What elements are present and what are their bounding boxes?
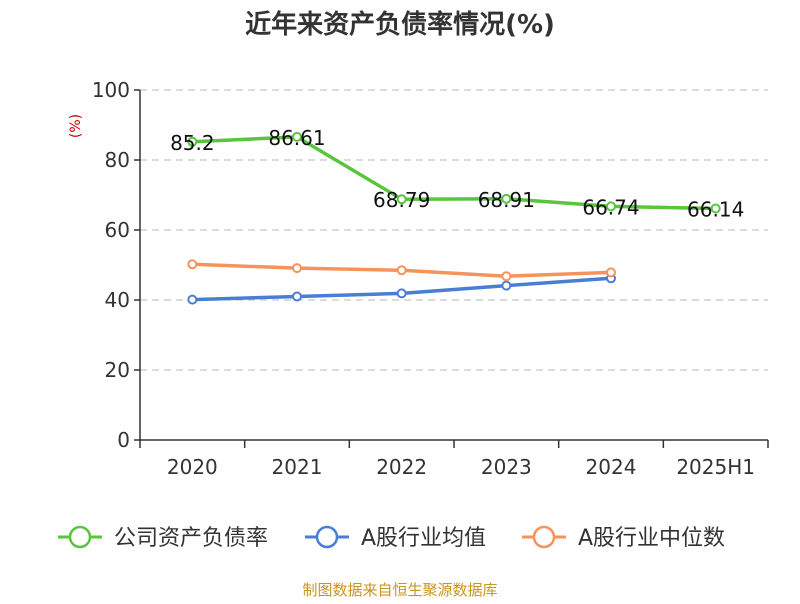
x-tick-label: 2023 xyxy=(481,455,532,479)
y-tick-label: 20 xyxy=(105,358,130,382)
data-label: 66.14 xyxy=(687,198,744,222)
series-lines xyxy=(187,131,721,305)
data-point xyxy=(606,267,616,278)
data-point xyxy=(292,291,302,302)
y-tick-label: 80 xyxy=(105,148,130,172)
legend-item: A股行业均值 xyxy=(305,525,486,551)
data-point xyxy=(187,136,198,147)
data-label: 66.74 xyxy=(582,195,639,219)
data-point xyxy=(187,294,198,305)
data-point xyxy=(501,271,512,282)
legend-label: 公司资产负债率 xyxy=(114,526,268,551)
data-point xyxy=(396,288,407,299)
y-tick-label: 60 xyxy=(105,218,130,242)
source-note: 制图数据来自恒生聚源数据库 xyxy=(302,581,497,599)
legend: 公司资产负债率 A股行业均值 A股行业中位数 xyxy=(58,525,725,551)
y-tick-label: 100 xyxy=(92,78,130,102)
data-point xyxy=(501,280,512,291)
data-point xyxy=(292,131,302,142)
data-label: 68.79 xyxy=(373,188,430,212)
x-tick-label: 2020 xyxy=(167,455,218,479)
data-labels: 85.2 86.61 68.79 68.91 66.74 66.14 xyxy=(170,126,744,222)
y-axis-unit-label: (%) xyxy=(68,114,84,138)
x-tick-label: 2024 xyxy=(586,455,637,479)
y-tick-label: 40 xyxy=(105,288,130,312)
x-tick-label: 2021 xyxy=(272,455,323,479)
y-tick-label: 0 xyxy=(117,428,130,452)
data-point xyxy=(501,193,512,204)
data-point xyxy=(396,194,407,205)
legend-label: A股行业均值 xyxy=(361,526,486,551)
data-label: 86.61 xyxy=(268,126,325,150)
data-point xyxy=(396,265,407,276)
legend-marker xyxy=(315,525,339,549)
axes: 0 20 40 60 80 100 2020 2021 2022 2023 2024 2025H1 xyxy=(92,78,769,479)
series-line xyxy=(190,135,718,211)
legend-marker xyxy=(68,525,92,549)
data-point xyxy=(606,201,616,212)
legend-label: A股行业中位数 xyxy=(578,526,725,551)
x-tick-label: 2022 xyxy=(376,455,427,479)
legend-item: 公司资产负债率 xyxy=(58,525,268,551)
chart-title: 近年来资产负债率情况(%) xyxy=(245,9,555,40)
data-label: 68.91 xyxy=(478,188,535,212)
gridlines xyxy=(140,89,768,371)
legend-marker xyxy=(532,525,556,549)
data-point xyxy=(292,263,302,274)
x-tick-label: 2025H1 xyxy=(676,455,755,479)
data-point xyxy=(187,259,198,270)
data-label: 85.2 xyxy=(170,131,215,155)
data-point xyxy=(710,203,721,214)
legend-item: A股行业中位数 xyxy=(522,525,725,551)
